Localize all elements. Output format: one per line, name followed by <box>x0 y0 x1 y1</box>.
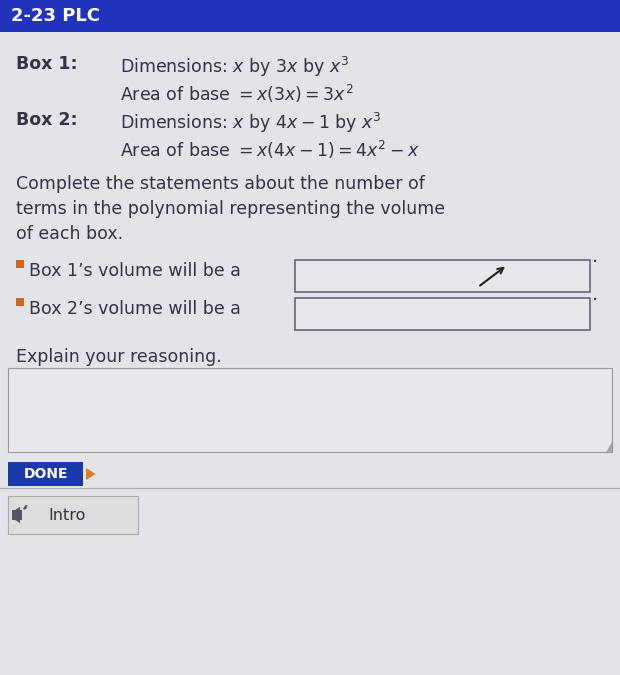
Text: Box 1:: Box 1: <box>16 55 78 73</box>
Text: Area of base $= x(4x - 1) = 4x^2 - x$: Area of base $= x(4x - 1) = 4x^2 - x$ <box>120 139 420 161</box>
Text: Dimensions: $x$ by $3x$ by $x^3$: Dimensions: $x$ by $3x$ by $x^3$ <box>120 55 349 79</box>
Text: Explain your reasoning.: Explain your reasoning. <box>16 348 222 366</box>
Text: .: . <box>592 247 598 266</box>
Text: Intro: Intro <box>48 508 86 522</box>
Text: terms in the polynomial representing the volume: terms in the polynomial representing the… <box>16 200 445 218</box>
Text: Box 2’s volume will be a: Box 2’s volume will be a <box>29 300 241 318</box>
Text: Box 2:: Box 2: <box>16 111 78 129</box>
Polygon shape <box>606 442 612 452</box>
Text: DONE: DONE <box>24 467 68 481</box>
Polygon shape <box>14 507 20 523</box>
Text: Box 1’s volume will be a: Box 1’s volume will be a <box>29 262 241 280</box>
Text: of each box.: of each box. <box>16 225 123 243</box>
Text: Complete the statements about the number of: Complete the statements about the number… <box>16 175 425 193</box>
Text: 2-23 PLC: 2-23 PLC <box>11 7 100 25</box>
Text: .: . <box>592 285 598 304</box>
Text: Dimensions: $x$ by $4x - 1$ by $x^3$: Dimensions: $x$ by $4x - 1$ by $x^3$ <box>120 111 381 135</box>
Polygon shape <box>12 510 22 520</box>
Polygon shape <box>86 468 95 480</box>
Text: Area of base $= x(3x) = 3x^2$: Area of base $= x(3x) = 3x^2$ <box>120 83 353 105</box>
